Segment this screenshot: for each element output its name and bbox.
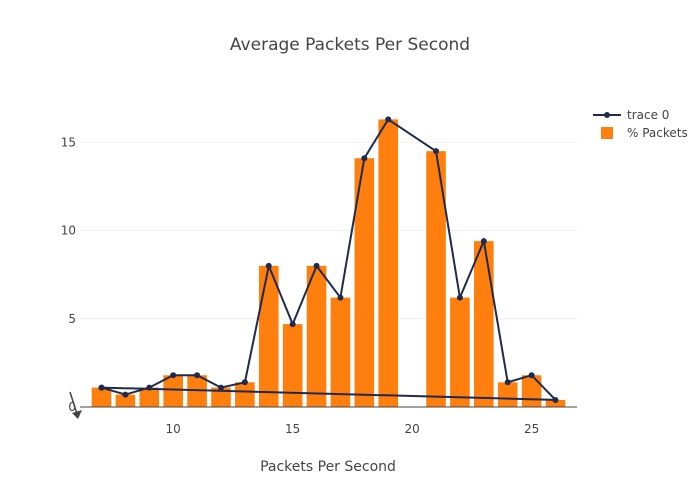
legend-line-marker xyxy=(604,112,610,118)
x-tick-label: 10 xyxy=(166,422,181,436)
series-point[interactable] xyxy=(314,263,320,269)
legend-label-bar: % Packets xyxy=(627,126,688,140)
series-point[interactable] xyxy=(242,379,248,385)
y-tick-label: 5 xyxy=(68,312,76,326)
x-axis-title: Packets Per Second xyxy=(260,459,396,475)
series-point[interactable] xyxy=(337,295,343,301)
grid-layer xyxy=(80,142,577,318)
bar[interactable] xyxy=(474,241,494,407)
series-point[interactable] xyxy=(505,379,511,385)
bar[interactable] xyxy=(378,119,398,407)
y-tick-label: 15 xyxy=(61,135,76,149)
series-point[interactable] xyxy=(433,148,439,154)
legend-item-line[interactable]: trace 0 xyxy=(593,108,669,122)
legend-bar-swatch xyxy=(601,127,613,139)
series-point[interactable] xyxy=(266,263,272,269)
legend[interactable]: trace 0 % Packets xyxy=(593,108,688,140)
series-point[interactable] xyxy=(481,238,487,244)
x-tick-label: 25 xyxy=(524,422,539,436)
bar[interactable] xyxy=(331,298,351,407)
bar[interactable] xyxy=(307,266,327,407)
legend-label-line: trace 0 xyxy=(627,108,669,122)
bar[interactable] xyxy=(259,266,279,407)
series-point[interactable] xyxy=(290,321,296,327)
series-point[interactable] xyxy=(122,392,128,398)
chart-title: Average Packets Per Second xyxy=(230,35,470,55)
series-point[interactable] xyxy=(385,116,391,122)
series-point[interactable] xyxy=(457,295,463,301)
series-point[interactable] xyxy=(361,155,367,161)
x-tick-label: 20 xyxy=(404,422,419,436)
series-point[interactable] xyxy=(552,397,558,403)
series-point[interactable] xyxy=(529,372,535,378)
series-point[interactable] xyxy=(146,385,152,391)
legend-item-bar[interactable]: % Packets xyxy=(601,126,688,140)
bar[interactable] xyxy=(235,382,255,407)
bar[interactable] xyxy=(450,298,470,407)
series-point[interactable] xyxy=(170,372,176,378)
series-point[interactable] xyxy=(218,385,224,391)
bar[interactable] xyxy=(498,382,518,407)
bar[interactable] xyxy=(163,375,183,407)
y-tick-label: 10 xyxy=(61,224,76,238)
series-point[interactable] xyxy=(99,385,105,391)
x-tick-label: 15 xyxy=(285,422,300,436)
bar[interactable] xyxy=(522,375,542,407)
bar-layer xyxy=(92,119,566,407)
bar[interactable] xyxy=(283,324,303,407)
series-point[interactable] xyxy=(194,372,200,378)
